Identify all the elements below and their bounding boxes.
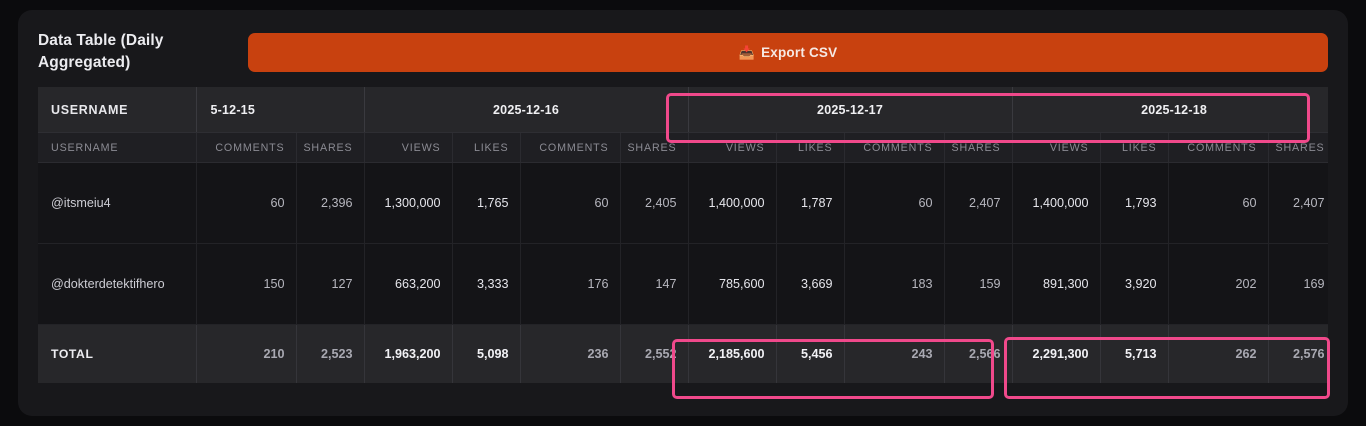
table-cell: 2,407 xyxy=(944,162,1013,245)
group-header-date-1: 2025-12-16 xyxy=(364,86,689,134)
total-cell: 2,566 xyxy=(944,324,1013,383)
sub-header-comments[interactable]: COMMENTS xyxy=(196,132,297,164)
table-cell: 2,396 xyxy=(296,162,365,245)
table-cell: 1,765 xyxy=(452,162,521,245)
sub-header-likes[interactable]: LIKES xyxy=(452,132,521,164)
table-cell: 891,300 xyxy=(1012,243,1101,326)
table-cell: 127 xyxy=(296,243,365,326)
sub-header-username[interactable]: USERNAME xyxy=(38,132,197,164)
total-cell: 2,291,300 xyxy=(1012,324,1101,383)
total-cell: 1,963,200 xyxy=(364,324,453,383)
sub-header-shares[interactable]: SHARES xyxy=(1268,132,1328,164)
table-cell: 3,920 xyxy=(1100,243,1169,326)
table-sub-header-row: USERNAME COMMENTS SHARES VIEWS LIKES COM… xyxy=(38,132,1328,164)
data-table: USERNAME 5-12-15 2025-12-16 2025-12-17 2… xyxy=(38,86,1328,383)
table-cell: 60 xyxy=(1168,162,1269,245)
card-header: Data Table (Daily Aggregated) 📥 Export C… xyxy=(18,10,1348,87)
table-cell: 176 xyxy=(520,243,621,326)
table-cell: 60 xyxy=(520,162,621,245)
export-csv-button[interactable]: 📥 Export CSV xyxy=(248,33,1328,72)
table-cell: 2,407 xyxy=(1268,162,1328,245)
sub-header-shares[interactable]: SHARES xyxy=(620,132,689,164)
table-cell: 1,400,000 xyxy=(688,162,777,245)
table-group-header-row: USERNAME 5-12-15 2025-12-16 2025-12-17 2… xyxy=(38,86,1328,134)
table-scroll-container[interactable]: USERNAME 5-12-15 2025-12-16 2025-12-17 2… xyxy=(38,86,1328,395)
total-cell: 262 xyxy=(1168,324,1269,383)
table-row: @itsmeiu4 60 2,396 1,300,000 1,765 60 2,… xyxy=(38,162,1328,245)
total-cell: 210 xyxy=(196,324,297,383)
total-cell: 5,098 xyxy=(452,324,521,383)
sub-header-comments[interactable]: COMMENTS xyxy=(520,132,621,164)
table-cell: 1,300,000 xyxy=(364,162,453,245)
table-cell: 1,787 xyxy=(776,162,845,245)
sub-header-shares[interactable]: SHARES xyxy=(944,132,1013,164)
table-cell: 1,400,000 xyxy=(1012,162,1101,245)
table-row: @dokterdetektifhero 150 127 663,200 3,33… xyxy=(38,243,1328,326)
table-cell: 159 xyxy=(944,243,1013,326)
sub-header-views[interactable]: VIEWS xyxy=(1012,132,1101,164)
table-cell: 202 xyxy=(1168,243,1269,326)
table-total-row: TOTAL 210 2,523 1,963,200 5,098 236 2,55… xyxy=(38,324,1328,383)
page-title: Data Table (Daily Aggregated) xyxy=(38,32,164,72)
group-header-date-2: 2025-12-17 xyxy=(688,86,1013,134)
sub-header-comments[interactable]: COMMENTS xyxy=(1168,132,1269,164)
total-cell: 243 xyxy=(844,324,945,383)
table-cell: 60 xyxy=(196,162,297,245)
total-cell: 2,523 xyxy=(296,324,365,383)
table-cell: 3,669 xyxy=(776,243,845,326)
total-cell: 5,456 xyxy=(776,324,845,383)
total-cell: 5,713 xyxy=(1100,324,1169,383)
cell-username: @dokterdetektifhero xyxy=(38,243,197,326)
table-cell: 1,793 xyxy=(1100,162,1169,245)
table-cell: 183 xyxy=(844,243,945,326)
sub-header-likes[interactable]: LIKES xyxy=(776,132,845,164)
table-cell: 150 xyxy=(196,243,297,326)
table-cell: 785,600 xyxy=(688,243,777,326)
sub-header-views[interactable]: VIEWS xyxy=(364,132,453,164)
table-cell: 60 xyxy=(844,162,945,245)
group-header-date-3: 2025-12-18 xyxy=(1012,86,1328,134)
total-cell: 2,185,600 xyxy=(688,324,777,383)
table-cell: 3,333 xyxy=(452,243,521,326)
data-table-card: Data Table (Daily Aggregated) 📥 Export C… xyxy=(18,10,1348,416)
inbox-tray-icon: 📥 xyxy=(738,45,756,60)
table-cell: 147 xyxy=(620,243,689,326)
cell-username: @itsmeiu4 xyxy=(38,162,197,245)
group-header-username: USERNAME xyxy=(38,86,197,134)
total-cell: 236 xyxy=(520,324,621,383)
table-cell: 663,200 xyxy=(364,243,453,326)
cell-total-label: TOTAL xyxy=(38,324,197,383)
sub-header-comments[interactable]: COMMENTS xyxy=(844,132,945,164)
total-cell: 2,576 xyxy=(1268,324,1328,383)
total-cell: 2,552 xyxy=(620,324,689,383)
export-csv-label: Export CSV xyxy=(761,45,838,60)
table-cell: 169 xyxy=(1268,243,1328,326)
sub-header-shares[interactable]: SHARES xyxy=(296,132,365,164)
sub-header-likes[interactable]: LIKES xyxy=(1100,132,1169,164)
group-header-date-0: 5-12-15 xyxy=(196,86,365,134)
sub-header-views[interactable]: VIEWS xyxy=(688,132,777,164)
table-cell: 2,405 xyxy=(620,162,689,245)
